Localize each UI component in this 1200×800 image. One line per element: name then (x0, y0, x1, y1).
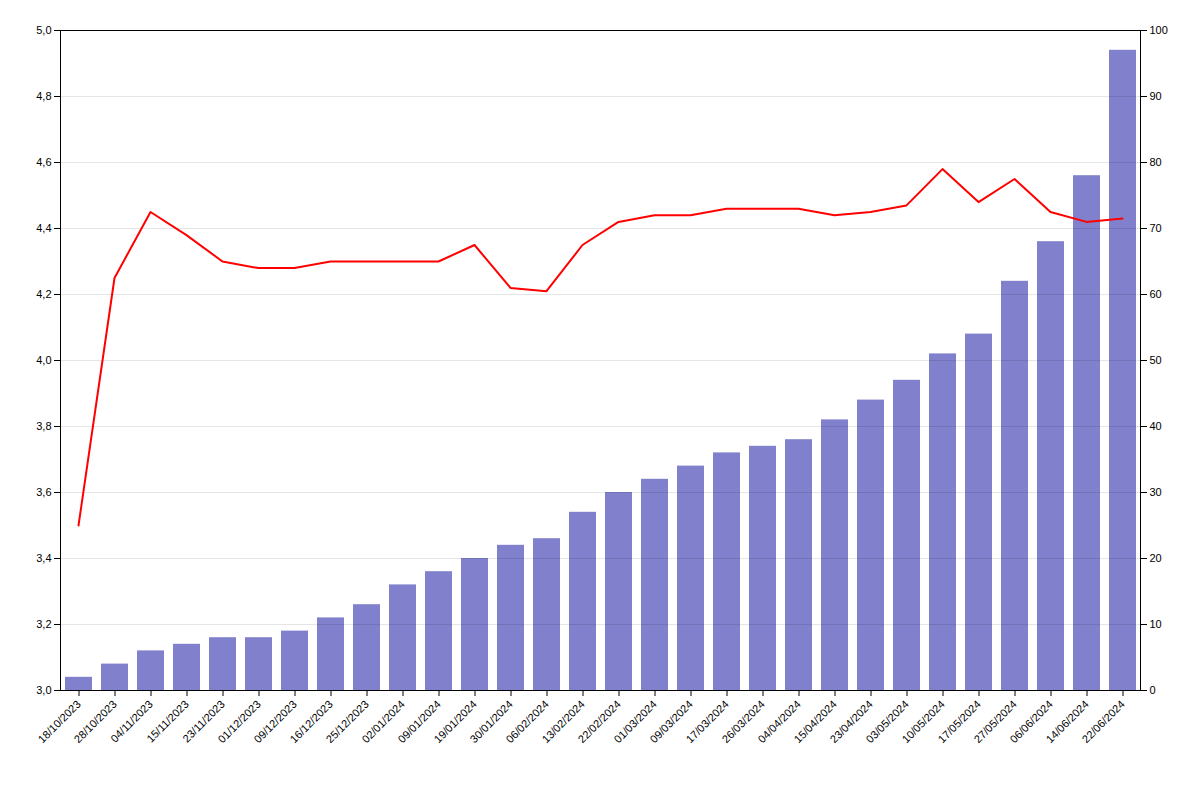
svg-text:17/05/2024: 17/05/2024 (935, 697, 983, 746)
svg-text:60: 60 (1150, 288, 1162, 300)
svg-text:04/04/2024: 04/04/2024 (755, 697, 803, 746)
svg-text:25/12/2023: 25/12/2023 (323, 697, 371, 746)
svg-text:10/05/2024: 10/05/2024 (899, 697, 947, 746)
svg-text:40: 40 (1150, 420, 1162, 432)
svg-text:100: 100 (1150, 24, 1168, 36)
svg-text:3,0: 3,0 (36, 684, 51, 696)
svg-text:06/06/2024: 06/06/2024 (1007, 697, 1055, 746)
svg-text:01/12/2023: 01/12/2023 (215, 697, 263, 746)
svg-text:4,2: 4,2 (36, 288, 51, 300)
svg-text:10: 10 (1150, 618, 1162, 630)
svg-text:28/10/2023: 28/10/2023 (71, 697, 119, 746)
svg-text:4,4: 4,4 (36, 222, 51, 234)
svg-text:23/04/2024: 23/04/2024 (827, 697, 875, 746)
svg-text:15/11/2023: 15/11/2023 (144, 697, 191, 745)
svg-text:06/02/2024: 06/02/2024 (503, 697, 551, 746)
svg-text:70: 70 (1150, 222, 1162, 234)
svg-text:26/03/2024: 26/03/2024 (719, 697, 767, 746)
svg-text:27/05/2024: 27/05/2024 (971, 697, 1019, 746)
svg-text:90: 90 (1150, 90, 1162, 102)
svg-text:5,0: 5,0 (36, 24, 51, 36)
svg-text:02/01/2024: 02/01/2024 (359, 697, 407, 746)
svg-text:18/10/2023: 18/10/2023 (35, 697, 83, 746)
svg-text:4,0: 4,0 (36, 354, 51, 366)
svg-text:23/11/2023: 23/11/2023 (180, 697, 227, 745)
svg-text:20: 20 (1150, 552, 1162, 564)
svg-text:03/05/2024: 03/05/2024 (863, 697, 911, 746)
svg-text:15/04/2024: 15/04/2024 (791, 697, 839, 746)
svg-text:22/02/2024: 22/02/2024 (575, 697, 623, 746)
svg-text:30: 30 (1150, 486, 1162, 498)
svg-text:4,6: 4,6 (36, 156, 51, 168)
svg-text:09/01/2024: 09/01/2024 (395, 697, 443, 746)
svg-text:4,8: 4,8 (36, 90, 51, 102)
svg-text:80: 80 (1150, 156, 1162, 168)
svg-text:09/12/2023: 09/12/2023 (251, 697, 299, 746)
svg-text:30/01/2024: 30/01/2024 (467, 697, 515, 746)
svg-text:22/06/2024: 22/06/2024 (1079, 698, 1126, 745)
svg-text:16/12/2023: 16/12/2023 (287, 697, 335, 746)
svg-text:09/03/2024: 09/03/2024 (647, 697, 695, 746)
svg-text:01/03/2024: 01/03/2024 (611, 697, 659, 746)
svg-text:3,6: 3,6 (36, 486, 51, 498)
svg-text:14/06/2024: 14/06/2024 (1043, 697, 1091, 746)
svg-text:13/02/2024: 13/02/2024 (539, 697, 587, 746)
svg-text:19/01/2024: 19/01/2024 (431, 697, 479, 746)
svg-text:3,8: 3,8 (36, 420, 51, 432)
svg-text:50: 50 (1150, 354, 1162, 366)
svg-text:3,2: 3,2 (36, 618, 51, 630)
svg-text:3,4: 3,4 (36, 552, 51, 564)
svg-text:0: 0 (1150, 684, 1156, 696)
svg-text:04/11/2023: 04/11/2023 (108, 697, 155, 745)
svg-text:17/03/2024: 17/03/2024 (683, 697, 731, 746)
